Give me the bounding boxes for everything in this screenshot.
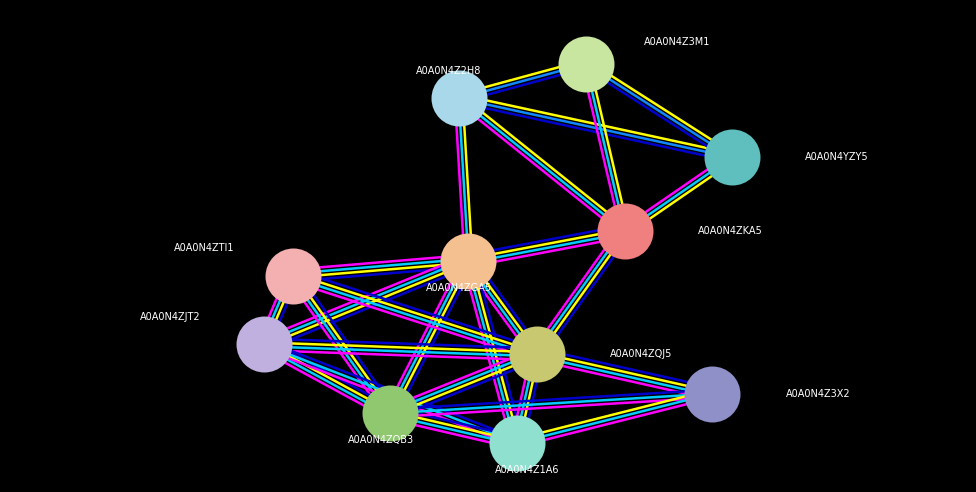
Point — [461, 257, 476, 265]
Text: A0A0N4Z2H8: A0A0N4Z2H8 — [417, 66, 481, 76]
Text: A0A0N4ZQJ5: A0A0N4ZQJ5 — [610, 349, 672, 359]
Point — [578, 60, 593, 68]
Point — [509, 439, 525, 447]
Text: A0A0N4ZKA5: A0A0N4ZKA5 — [698, 226, 762, 236]
Text: A0A0N4YZY5: A0A0N4YZY5 — [805, 153, 869, 162]
Point — [383, 409, 398, 417]
Point — [451, 94, 467, 102]
Text: A0A0N4Z1A6: A0A0N4Z1A6 — [495, 465, 559, 475]
Point — [529, 350, 545, 358]
Point — [617, 227, 632, 235]
Text: A0A0N4Z3M1: A0A0N4Z3M1 — [644, 37, 711, 47]
Point — [705, 390, 720, 398]
Point — [724, 154, 740, 161]
Text: A0A0N4ZTI1: A0A0N4ZTI1 — [174, 244, 234, 253]
Text: A0A0N4ZJT2: A0A0N4ZJT2 — [140, 312, 200, 322]
Point — [285, 272, 301, 279]
Text: A0A0N4Z3X2: A0A0N4Z3X2 — [786, 389, 850, 399]
Point — [256, 340, 271, 348]
Text: A0A0N4ZGA5: A0A0N4ZGA5 — [426, 283, 492, 293]
Text: A0A0N4ZQB3: A0A0N4ZQB3 — [347, 435, 414, 445]
